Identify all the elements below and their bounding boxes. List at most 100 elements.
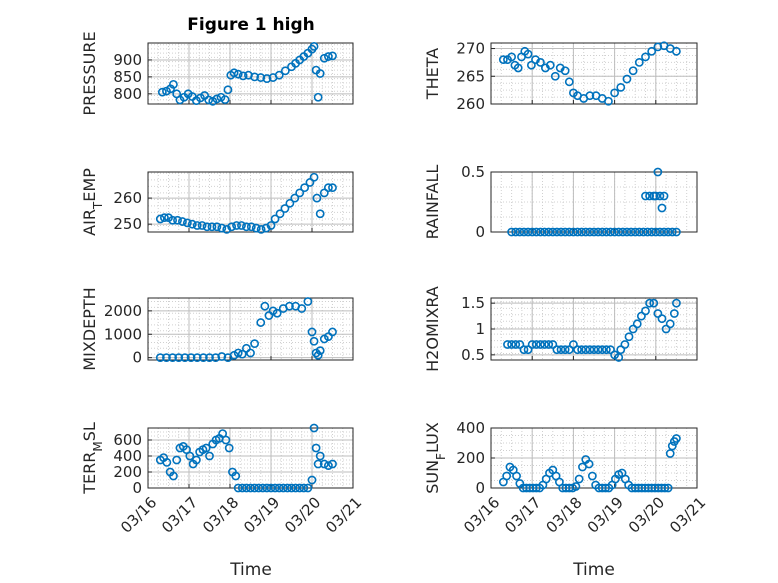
data-point <box>560 66 570 76</box>
data-point <box>307 327 317 337</box>
data-point <box>649 298 659 308</box>
data-point <box>328 51 337 61</box>
data-point <box>564 77 574 87</box>
x-tick-label: 03/20 <box>625 493 668 536</box>
data-point <box>303 297 313 306</box>
y-axis-label: RAINFALL <box>423 165 442 240</box>
y-tick-label: 200 <box>456 449 485 467</box>
data-point <box>667 227 677 237</box>
data-point <box>254 483 264 493</box>
data-point <box>597 227 607 237</box>
data-point <box>241 483 251 493</box>
data-point <box>515 340 525 349</box>
axes-box <box>147 42 354 105</box>
x-tick-label: 03/17 <box>501 493 544 536</box>
y-tick-label: 0 <box>475 223 485 241</box>
data-point <box>550 71 560 81</box>
y-tick-label: 1 <box>475 320 485 338</box>
data-point <box>581 345 591 355</box>
data-point <box>569 227 578 237</box>
y-tick-label: 400 <box>456 419 485 437</box>
data-point <box>564 345 574 355</box>
x-tick-label: 03/19 <box>240 493 283 536</box>
y-tick-label: 0 <box>132 349 142 367</box>
subplot-5: 0 1000 2000 MIXDEPTH <box>80 287 354 371</box>
data-point <box>639 227 648 237</box>
data-point <box>585 91 595 101</box>
data-point <box>647 227 657 237</box>
data-point <box>186 353 196 363</box>
data-point <box>201 443 211 453</box>
y-tick-label: 260 <box>456 95 485 113</box>
data-point <box>655 227 665 237</box>
data-point <box>233 69 243 79</box>
data-point <box>531 340 541 349</box>
data-point <box>544 227 554 237</box>
data-point <box>587 471 597 481</box>
data-point <box>217 223 227 233</box>
data-point <box>574 474 584 484</box>
data-point <box>577 227 587 237</box>
data-point <box>282 483 292 493</box>
data-point <box>256 73 266 82</box>
data-point <box>526 60 536 70</box>
y-axis-label: SUNFLUX <box>423 422 448 494</box>
data-point <box>185 451 195 461</box>
data-point <box>597 345 607 355</box>
data-point <box>168 353 177 363</box>
data-point <box>626 227 636 237</box>
data-point <box>295 483 305 493</box>
x-tick-label: 03/19 <box>584 493 627 536</box>
data-point <box>593 345 603 355</box>
data-point <box>628 66 638 76</box>
data-point <box>309 423 319 433</box>
data-point <box>223 85 233 95</box>
data-point <box>313 459 323 469</box>
data-point <box>660 483 670 493</box>
y-tick-label: 1000 <box>104 325 142 343</box>
subplot-6: 0.5 1 1.5 H2OMIXRA <box>423 286 698 372</box>
data-point <box>593 227 603 237</box>
data-point <box>207 222 217 232</box>
y-axis-label: AIRTEMP <box>80 168 105 236</box>
data-point <box>651 191 661 201</box>
y-tick-label: 0 <box>475 479 485 497</box>
data-point <box>232 221 241 230</box>
y-axis-label: MIXDEPTH <box>80 287 99 370</box>
data-point <box>180 353 190 363</box>
y-tick-label: 800 <box>113 85 142 103</box>
data-point <box>606 345 615 355</box>
data-point <box>260 301 270 311</box>
data-point <box>548 227 558 237</box>
data-point <box>630 227 640 237</box>
data-point <box>641 191 650 201</box>
data-point <box>610 227 619 237</box>
data-point <box>229 68 239 78</box>
data-point <box>647 46 657 56</box>
y-tick-label: 600 <box>113 431 142 449</box>
data-point <box>251 223 261 233</box>
data-point <box>173 215 182 225</box>
data-point <box>274 70 284 80</box>
data-point <box>319 188 329 198</box>
data-point <box>311 443 321 453</box>
data-point <box>511 340 521 349</box>
data-point <box>172 455 182 465</box>
data-point <box>319 459 329 469</box>
data-point <box>299 483 309 493</box>
data-point <box>519 227 529 237</box>
y-tick-label: 850 <box>113 68 142 86</box>
data-point <box>552 227 562 237</box>
data-point <box>328 459 337 469</box>
data-point <box>523 49 533 59</box>
y-tick-label: 0.5 <box>461 163 485 181</box>
y-tick-label: 2000 <box>104 302 142 320</box>
data-point <box>669 309 679 318</box>
data-point <box>238 71 248 81</box>
data-point <box>250 483 259 493</box>
data-point <box>585 227 595 237</box>
data-point <box>224 443 234 453</box>
data-point <box>290 193 300 203</box>
data-point <box>663 483 673 493</box>
